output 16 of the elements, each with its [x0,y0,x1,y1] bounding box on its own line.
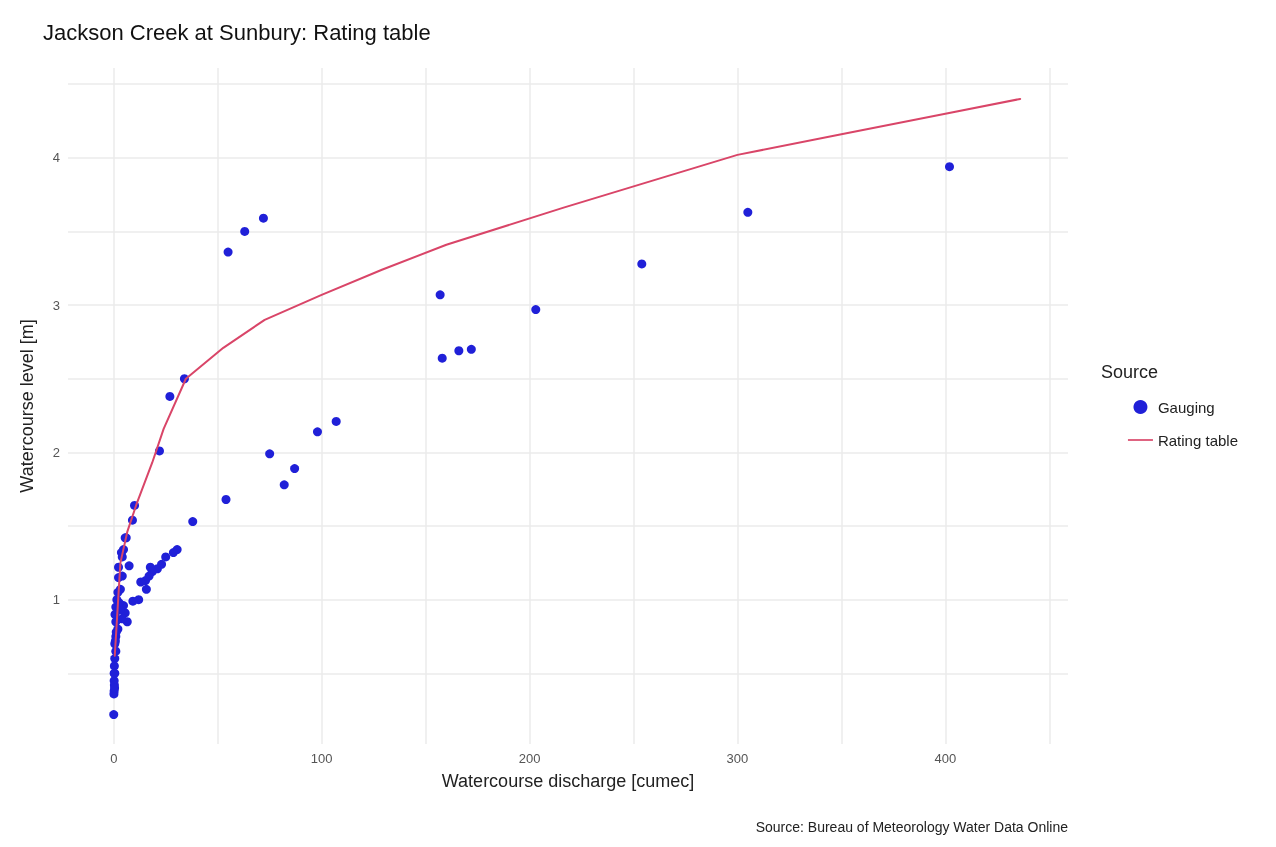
x-tick-label: 0 [110,751,118,766]
chart-title: Jackson Creek at Sunbury: Rating table [43,19,431,45]
legend-label: Rating table [1157,431,1239,449]
source-note: Source: Bureau of Meteorology Water Data Online [755,819,1069,835]
y-tick-label: 2 [52,444,60,460]
y-tick-label: 4 [52,150,60,166]
x-tick-label: 400 [934,751,957,766]
x-tick-label: 200 [518,751,541,766]
y-axis-title: Watercourse level [m] [17,319,37,493]
x-tick-label: 300 [726,751,749,766]
legend-title: Source [1100,362,1159,382]
y-tick-label: 3 [52,297,60,313]
x-tick-label: 100 [310,751,333,766]
x-axis-title: Watercourse discharge [cumec] [441,771,695,791]
legend-label: Gauging [1157,398,1215,416]
y-tick-label: 1 [52,592,60,608]
